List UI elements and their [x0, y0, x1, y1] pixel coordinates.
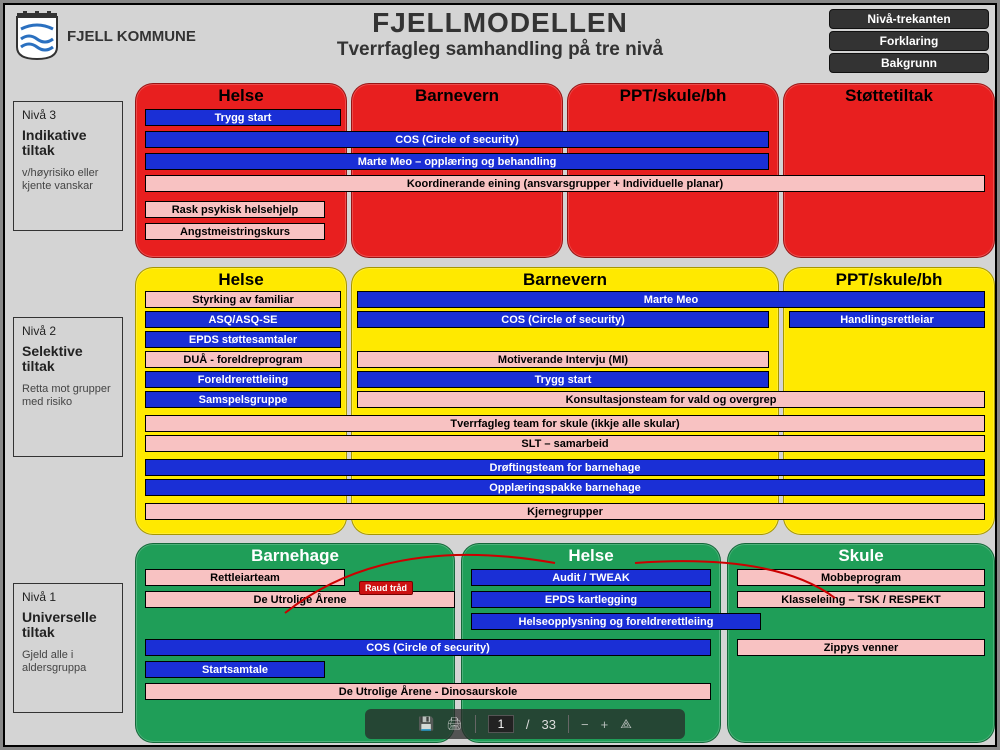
tiltak-bar[interactable]: Trygg start: [357, 371, 769, 388]
level-2-num: Nivå 2: [22, 324, 114, 338]
tiltak-bar[interactable]: De Utrolige Årene - Dinosaurskole: [145, 683, 711, 700]
tiltak-bar[interactable]: COS (Circle of security): [145, 131, 769, 148]
panel-title: Helse: [136, 84, 346, 106]
zoom-in-icon[interactable]: +: [601, 717, 609, 732]
tiltak-bar[interactable]: Audit / TWEAK: [471, 569, 711, 586]
nav-btn-explain[interactable]: Forklaring: [829, 31, 989, 51]
tiltak-bar[interactable]: Opplæringspakke barnehage: [145, 479, 985, 496]
panel-st-ttetiltak: Støttetiltak: [783, 83, 995, 258]
tiltak-bar[interactable]: Klasseleiing – TSK / RESPEKT: [737, 591, 985, 608]
nav-buttons: Nivå-trekanten Forklaring Bakgrunn: [829, 9, 989, 75]
tiltak-bar[interactable]: Samspelsgruppe: [145, 391, 341, 408]
tiltak-bar[interactable]: Startsamtale: [145, 661, 325, 678]
panel-title: PPT/skule/bh: [568, 84, 778, 106]
level-2-sub: Retta mot grupper med risiko: [22, 383, 114, 409]
page-sep: /: [526, 717, 530, 732]
save-icon[interactable]: 💾: [418, 716, 434, 732]
panel-title: PPT/skule/bh: [784, 268, 994, 290]
panel-title: Barnevern: [352, 268, 778, 290]
level-3-label: Nivå 3 Indikative tiltak v/høyrisiko ell…: [13, 101, 123, 231]
level-2-cat: Selektive tiltak: [22, 344, 114, 375]
tiltak-bar[interactable]: Motiverande Intervju (MI): [357, 351, 769, 368]
tiltak-bar[interactable]: EPDS støttesamtaler: [145, 331, 341, 348]
level-1-cat: Universelle tiltak: [22, 610, 114, 641]
panel-barnevern: Barnevern: [351, 83, 563, 258]
tiltak-bar[interactable]: SLT – samarbeid: [145, 435, 985, 452]
zoom-out-icon[interactable]: −: [581, 717, 589, 732]
tiltak-bar[interactable]: Tverrfagleg team for skule (ikkje alle s…: [145, 415, 985, 432]
panel-title: Helse: [462, 544, 720, 566]
tiltak-bar[interactable]: Styrking av familiar: [145, 291, 341, 308]
tiltak-bar[interactable]: COS (Circle of security): [145, 639, 711, 656]
level-1-num: Nivå 1: [22, 590, 114, 604]
header: FJELL KOMMUNE FJELLMODELLEN Tverrfagleg …: [5, 5, 995, 83]
print-icon[interactable]: 🖨: [446, 716, 463, 732]
tiltak-bar[interactable]: Rettleiarteam: [145, 569, 345, 586]
org-name: FJELL KOMMUNE: [67, 28, 196, 45]
tiltak-bar[interactable]: Zippys venner: [737, 639, 985, 656]
raud-traad-badge[interactable]: Raud tråd: [359, 581, 413, 595]
tiltak-bar[interactable]: Kjernegrupper: [145, 503, 985, 520]
tiltak-bar[interactable]: Trygg start: [145, 109, 341, 126]
tiltak-bar[interactable]: Mobbeprogram: [737, 569, 985, 586]
tiltak-bar[interactable]: Drøftingsteam for barnehage: [145, 459, 985, 476]
tiltak-bar[interactable]: Foreldrerettleiing: [145, 371, 341, 388]
level-1-label: Nivå 1 Universelle tiltak Gjeld alle i a…: [13, 583, 123, 713]
tiltak-bar[interactable]: Angstmeistringskurs: [145, 223, 325, 240]
tiltak-bar[interactable]: Marte Meo – opplæring og behandling: [145, 153, 769, 170]
tiltak-bar[interactable]: Koordinerande eining (ansvarsgrupper + I…: [145, 175, 985, 192]
level-3-sub: v/høyrisiko eller kjente vanskar: [22, 167, 114, 193]
panel-title: Helse: [136, 268, 346, 290]
level-3-num: Nivå 3: [22, 108, 114, 122]
content: Nivå 3 Indikative tiltak v/høyrisiko ell…: [9, 83, 991, 741]
tiltak-bar[interactable]: Helseopplysning og foreldrerettleiing: [471, 613, 761, 630]
level-3-row: Nivå 3 Indikative tiltak v/høyrisiko ell…: [9, 83, 991, 258]
panel-ppt-skule-bh: PPT/skule/bh: [567, 83, 779, 258]
level-2-label: Nivå 2 Selektive tiltak Retta mot gruppe…: [13, 317, 123, 457]
level-2-row: Nivå 2 Selektive tiltak Retta mot gruppe…: [9, 267, 991, 535]
panel-title: Barnehage: [136, 544, 454, 566]
tiltak-bar[interactable]: ASQ/ASQ-SE: [145, 311, 341, 328]
tiltak-bar[interactable]: COS (Circle of security): [357, 311, 769, 328]
logo-block: FJELL KOMMUNE: [15, 11, 196, 61]
page-input[interactable]: [488, 715, 514, 733]
panel-title: Barnevern: [352, 84, 562, 106]
tiltak-bar[interactable]: Konsultasjonsteam for vald og overgrep: [357, 391, 985, 408]
level-1-sub: Gjeld alle i aldersgruppa: [22, 649, 114, 675]
tiltak-bar[interactable]: DUÅ - foreldreprogram: [145, 351, 341, 368]
panel-title: Støttetiltak: [784, 84, 994, 106]
nav-btn-triangle[interactable]: Nivå-trekanten: [829, 9, 989, 29]
level-3-cat: Indikative tiltak: [22, 128, 114, 159]
acrobat-icon[interactable]: ⟁: [620, 716, 632, 732]
tiltak-bar[interactable]: Handlingsrettleiar: [789, 311, 985, 328]
tiltak-bar[interactable]: Marte Meo: [357, 291, 985, 308]
nav-btn-background[interactable]: Bakgrunn: [829, 53, 989, 73]
page-total: 33: [542, 717, 556, 732]
tiltak-bar[interactable]: EPDS kartlegging: [471, 591, 711, 608]
pdf-toolbar: 💾 🖨 / 33 − + ⟁: [365, 709, 685, 739]
municipality-logo-icon: [15, 11, 59, 61]
tiltak-bar[interactable]: Rask psykisk helsehjelp: [145, 201, 325, 218]
panel-title: Skule: [728, 544, 994, 566]
